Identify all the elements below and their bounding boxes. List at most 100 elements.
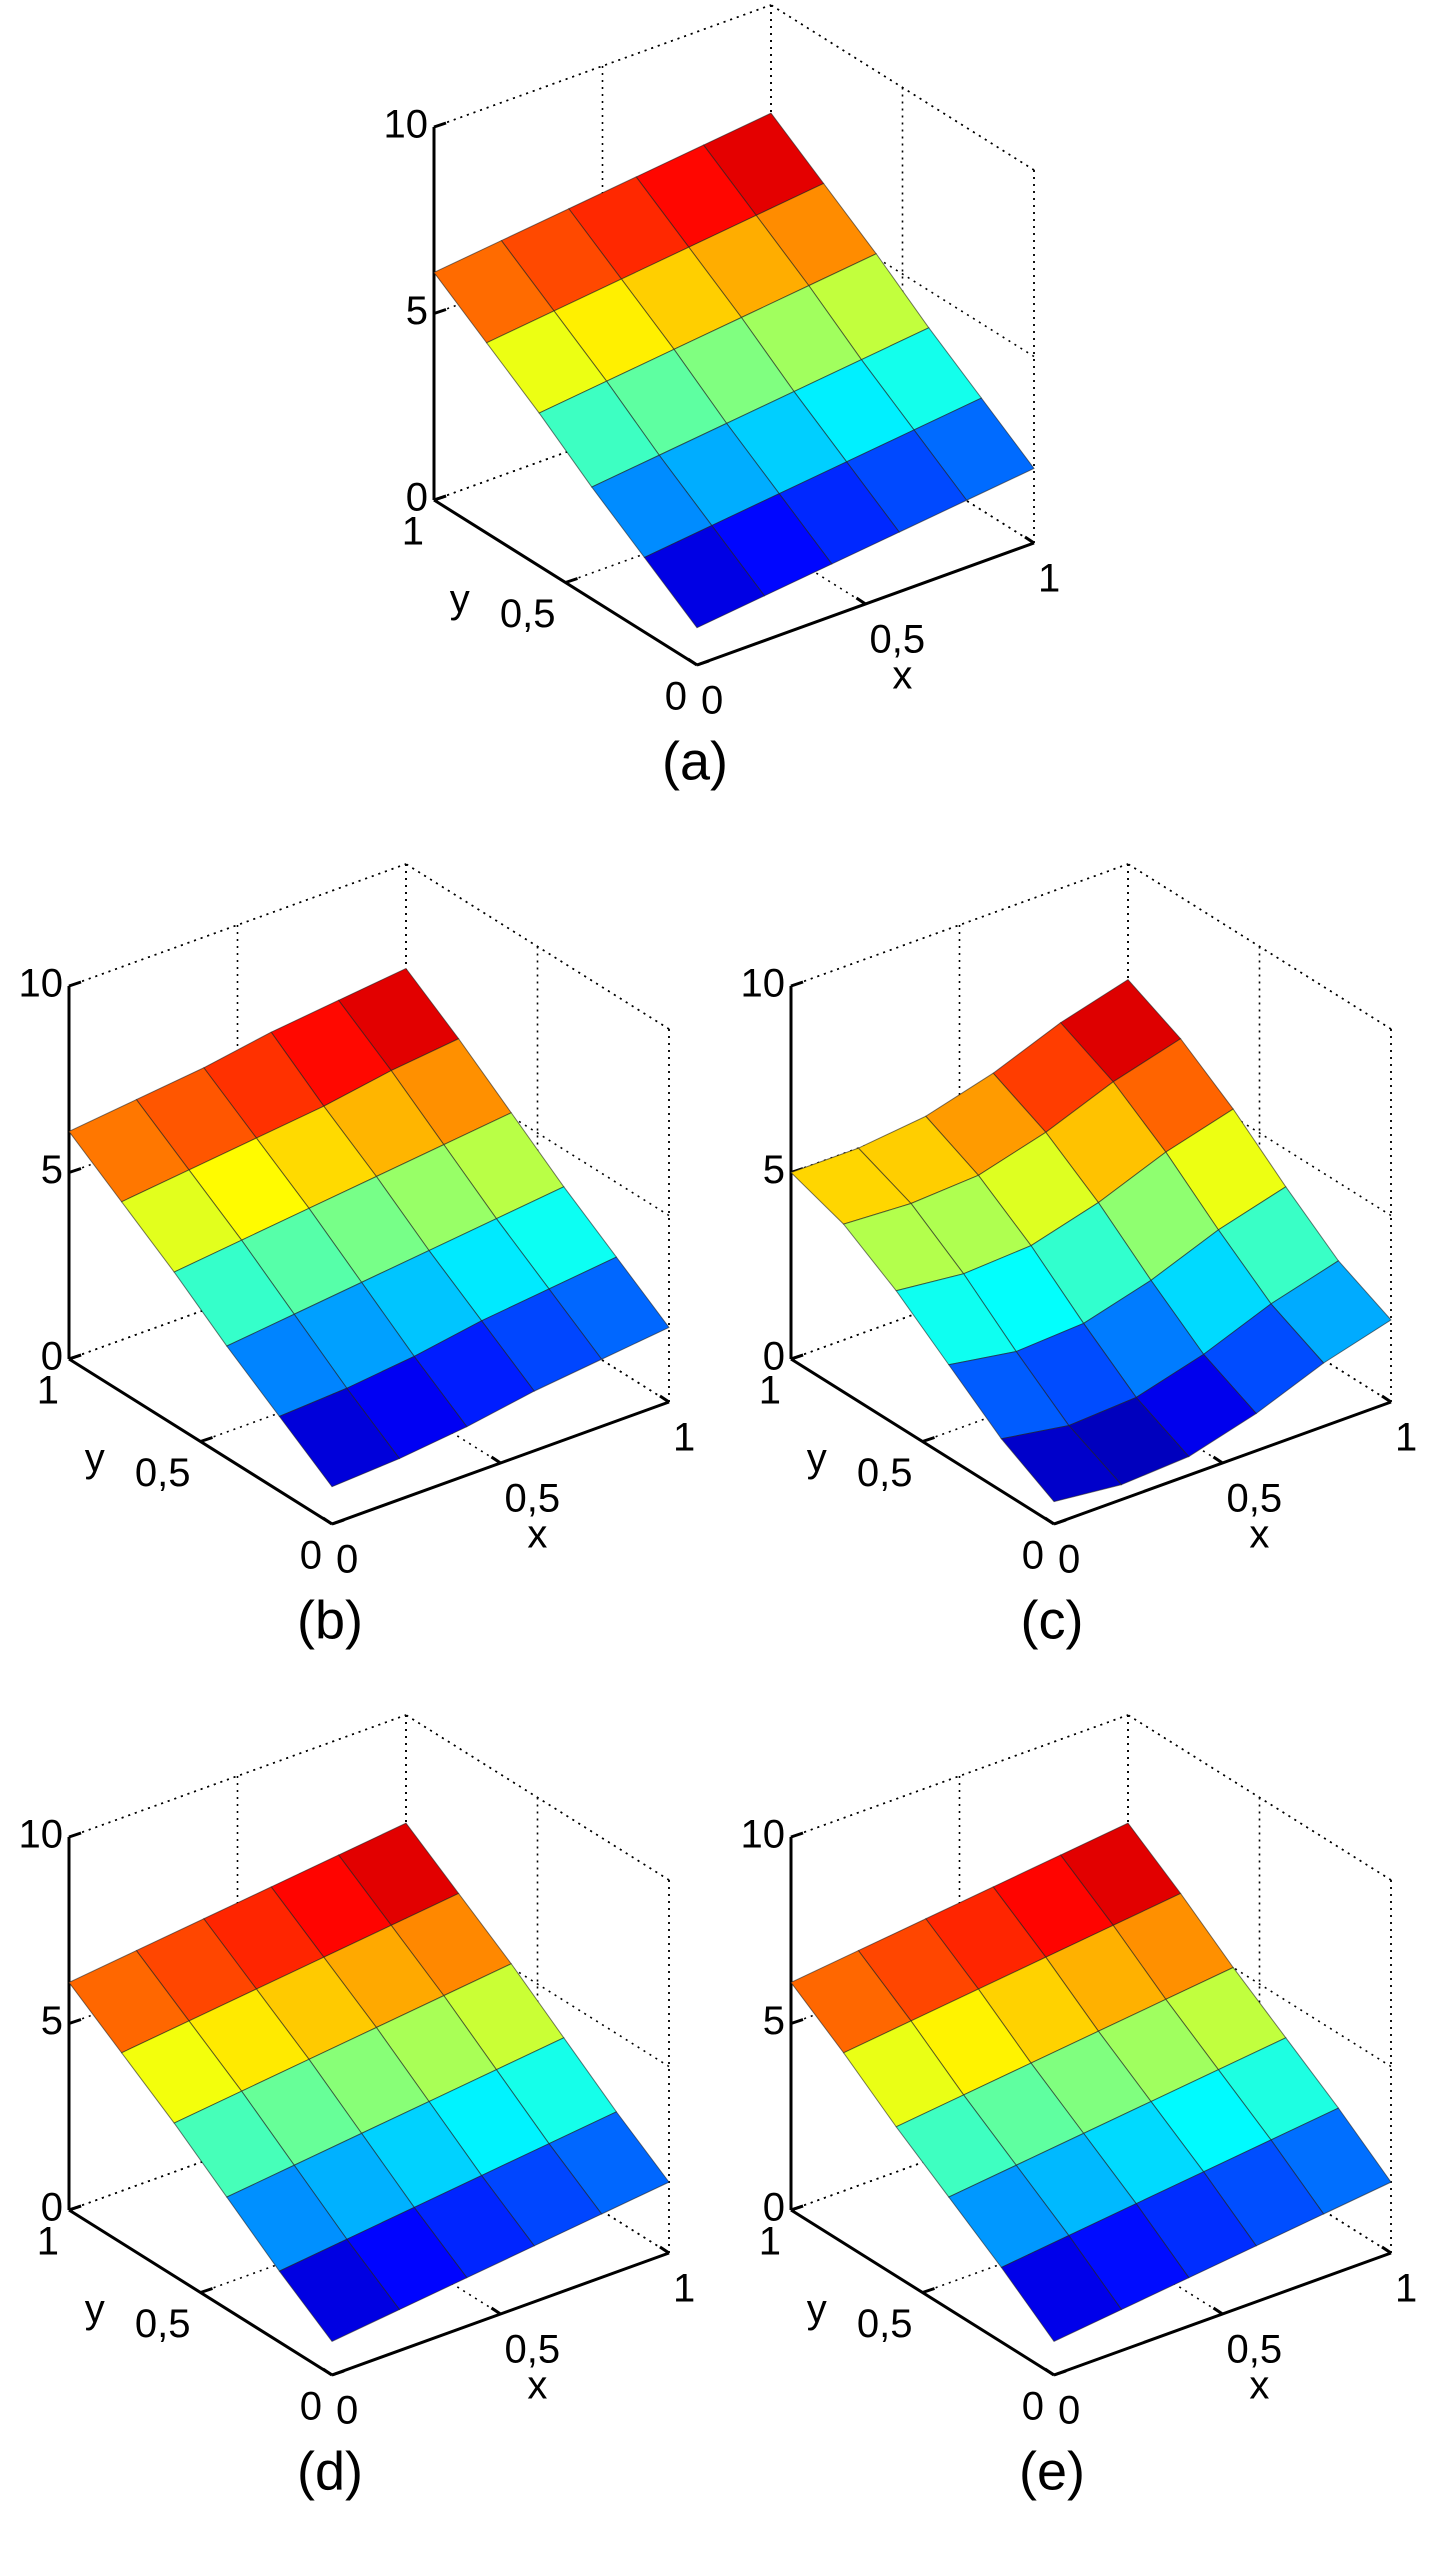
y-tick (790, 1353, 804, 1361)
y-tick-label: 0,5 (500, 592, 556, 636)
y-tick-label: 0 (300, 2385, 322, 2429)
z-tick (790, 1831, 804, 1839)
panel-label: (a) (662, 731, 728, 791)
x-tick-label: 1 (1038, 557, 1060, 601)
y-tick (331, 1518, 345, 1526)
y-tick (696, 659, 710, 667)
y-tick-label: 1 (759, 2220, 781, 2264)
surface-patch (278, 2238, 401, 2343)
z-tick-label: 10 (384, 103, 429, 147)
y-tick (922, 2287, 935, 2294)
z-tick (433, 121, 447, 129)
surface-patch (278, 1387, 401, 1488)
x-tick (1381, 1394, 1392, 1404)
z-tick-label: 5 (763, 1999, 785, 2043)
z-tick (433, 308, 447, 315)
grid-line (1127, 1900, 1392, 2068)
panel-label: (d) (297, 2441, 363, 2501)
y-tick-label: 0 (300, 1534, 322, 1578)
y-tick (68, 2204, 82, 2212)
z-tick (68, 980, 82, 988)
x-tick (1212, 2306, 1224, 2316)
y-tick (68, 1353, 82, 1361)
x-axis-label: x (1249, 1512, 1269, 1556)
x-tick-label: 0 (701, 679, 723, 723)
panel-label: (e) (1019, 2441, 1085, 2501)
x-tick-label: 0,5 (505, 1477, 561, 1521)
grid-line (1127, 1714, 1392, 1881)
z-tick-label: 0 (406, 476, 428, 520)
grid-line (1127, 1049, 1392, 1217)
x-tick (1212, 1455, 1224, 1465)
x-tick (490, 1455, 502, 1465)
x-axis-label: x (527, 1512, 547, 1556)
z-tick (790, 2018, 804, 2025)
x-tick-label: 1 (1395, 1416, 1417, 1460)
x-tick-label: 0,5 (870, 618, 926, 662)
panel-label: (b) (297, 1590, 363, 1650)
y-tick-label: 1 (402, 510, 424, 554)
z-tick-label: 10 (19, 962, 64, 1006)
z-tick-label: 5 (763, 1148, 785, 1192)
surface-patch (1000, 1425, 1123, 1503)
x-tick (1044, 1516, 1055, 1526)
x-tick (659, 2245, 670, 2255)
x-tick-label: 1 (673, 1416, 695, 1460)
z-tick (68, 1831, 82, 1839)
y-axis-label: y (85, 1436, 105, 1480)
y-tick-label: 1 (37, 1369, 59, 1413)
y-tick (565, 577, 578, 584)
x-axis-label: x (1249, 2363, 1269, 2407)
x-tick-label: 0 (336, 1538, 358, 1582)
y-tick (200, 2287, 213, 2294)
z-tick (68, 2018, 82, 2025)
y-tick (331, 2369, 345, 2377)
z-tick-label: 5 (406, 289, 428, 333)
y-axis-label: y (807, 1436, 827, 1480)
y-tick (1053, 1518, 1067, 1526)
grid-line (1127, 863, 1392, 1030)
x-tick (1024, 535, 1035, 545)
x-tick-label: 0,5 (1227, 2328, 1283, 2372)
x-tick (322, 2367, 333, 2377)
y-tick-label: 0,5 (135, 2302, 191, 2346)
z-tick-label: 0 (763, 2186, 785, 2230)
x-tick-label: 0 (336, 2389, 358, 2433)
y-tick (200, 1436, 213, 1443)
z-tick-label: 10 (741, 1813, 786, 1857)
grid-line (770, 190, 1035, 358)
z-tick-label: 0 (41, 2186, 63, 2230)
x-axis-label: x (892, 653, 912, 697)
z-tick (68, 1167, 82, 1174)
x-tick (855, 596, 867, 606)
y-tick (433, 494, 447, 502)
x-tick-label: 0,5 (505, 2328, 561, 2372)
y-tick-label: 0,5 (135, 1451, 191, 1495)
x-tick-label: 1 (1395, 2267, 1417, 2311)
x-tick (687, 657, 698, 667)
x-tick-label: 0 (1058, 1538, 1080, 1582)
surface-patch (643, 524, 766, 629)
y-tick-label: 1 (759, 1369, 781, 1413)
x-tick-label: 1 (673, 2267, 695, 2311)
x-tick (322, 1516, 333, 1526)
y-tick (922, 1436, 935, 1443)
z-tick-label: 5 (41, 1999, 63, 2043)
x-tick (1044, 2367, 1055, 2377)
y-tick-label: 0 (1022, 2385, 1044, 2429)
z-tick-label: 10 (741, 962, 786, 1006)
z-tick-label: 10 (19, 1813, 64, 1857)
grid-line (770, 4, 1035, 171)
y-tick-label: 0,5 (857, 2302, 913, 2346)
y-tick-label: 0 (665, 675, 687, 719)
z-tick (790, 980, 804, 988)
z-tick-label: 5 (41, 1148, 63, 1192)
grid-line (405, 1714, 670, 1881)
y-axis-label: y (85, 2287, 105, 2331)
y-axis-label: y (450, 577, 470, 621)
x-tick-label: 0 (1058, 2389, 1080, 2433)
x-tick-label: 0,5 (1227, 1477, 1283, 1521)
x-tick (1381, 2245, 1392, 2255)
y-axis-label: y (807, 2287, 827, 2331)
